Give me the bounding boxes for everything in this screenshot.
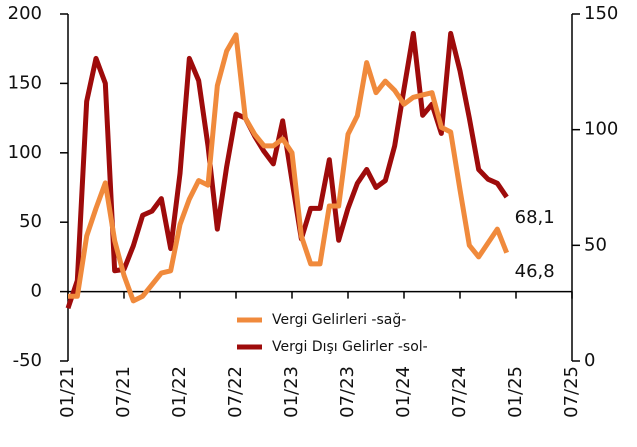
- series-line: [65, 30, 509, 310]
- y-tick-label: 200: [8, 3, 42, 24]
- x-tick-label: 07/23: [337, 366, 358, 418]
- value-label: 46,8: [515, 261, 555, 282]
- value-label: 68,1: [515, 207, 555, 228]
- y-tick-label: 100: [8, 142, 42, 163]
- y2-tick-label: 100: [584, 119, 618, 140]
- x-tick-label: 07/25: [561, 366, 582, 418]
- x-tick-label: 07/22: [225, 366, 246, 418]
- y-tick-label: 0: [31, 281, 42, 302]
- y2-tick-label: 150: [584, 3, 618, 24]
- y2-tick-label: 0: [584, 350, 595, 371]
- legend-label: Vergi Gelirleri -sağ-: [272, 312, 406, 328]
- y-tick-label: 150: [8, 72, 42, 93]
- series-line: [68, 32, 509, 304]
- x-tick-label: 01/21: [57, 366, 78, 418]
- y2-tick-label: 50: [584, 234, 607, 255]
- x-tick-label: 01/24: [393, 366, 414, 418]
- y-tick-label: -50: [13, 350, 42, 371]
- x-tick-label: 01/22: [169, 366, 190, 418]
- x-tick-label: 01/25: [505, 366, 526, 418]
- legend-label: Vergi Dışı Gelirler -sol-: [272, 339, 428, 355]
- x-tick-label: 07/21: [113, 366, 134, 418]
- x-tick-label: 01/23: [281, 366, 302, 418]
- x-tick-label: 07/24: [449, 366, 470, 418]
- y-tick-label: 50: [19, 211, 42, 232]
